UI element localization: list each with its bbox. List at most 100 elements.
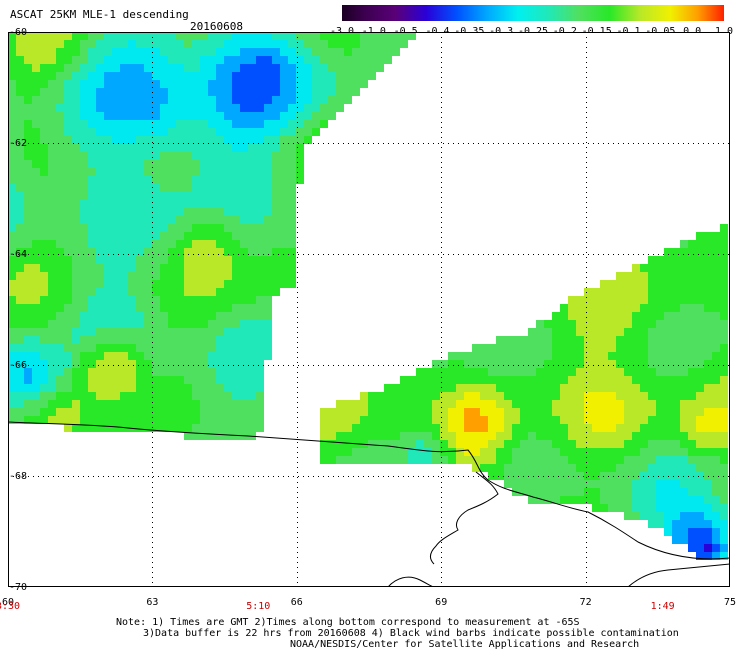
data-cell — [600, 320, 608, 328]
data-cell — [496, 344, 504, 352]
data-cell — [184, 128, 192, 136]
data-cell — [168, 56, 176, 64]
data-cell — [96, 168, 104, 176]
data-cell — [48, 232, 56, 240]
data-cell — [336, 32, 344, 40]
data-cell — [184, 88, 192, 96]
data-cell — [96, 96, 104, 104]
data-cell — [40, 32, 48, 40]
data-cell — [504, 448, 512, 456]
data-cell — [648, 472, 656, 480]
data-cell — [336, 416, 344, 424]
data-cell — [680, 304, 688, 312]
data-cell — [288, 144, 296, 152]
data-cell — [576, 448, 584, 456]
data-cell — [216, 128, 224, 136]
data-cell — [176, 184, 184, 192]
data-cell — [16, 328, 24, 336]
data-cell — [280, 56, 288, 64]
data-cell — [168, 224, 176, 232]
data-cell — [352, 40, 360, 48]
data-cell — [184, 320, 192, 328]
data-cell — [208, 240, 216, 248]
data-cell — [432, 360, 440, 368]
data-cell — [144, 152, 152, 160]
data-cell — [696, 304, 704, 312]
data-cell — [576, 464, 584, 472]
data-cell — [648, 496, 656, 504]
data-cell — [120, 40, 128, 48]
data-cell — [184, 48, 192, 56]
data-cell — [256, 176, 264, 184]
data-cell — [232, 168, 240, 176]
data-cell — [136, 128, 144, 136]
data-cell — [136, 152, 144, 160]
data-cell — [672, 496, 680, 504]
data-cell — [160, 424, 168, 432]
data-cell — [232, 216, 240, 224]
data-cell — [360, 56, 368, 64]
data-cell — [528, 432, 536, 440]
data-cell — [328, 440, 336, 448]
data-cell — [712, 472, 720, 480]
data-cell — [552, 384, 560, 392]
data-cell — [24, 320, 32, 328]
data-cell — [104, 64, 112, 72]
data-cell — [104, 376, 112, 384]
data-cell — [656, 368, 664, 376]
data-cell — [568, 392, 576, 400]
data-cell — [88, 32, 96, 40]
data-cell — [160, 152, 168, 160]
data-cell — [128, 240, 136, 248]
data-cell — [160, 248, 168, 256]
data-cell — [16, 136, 24, 144]
data-cell — [616, 280, 624, 288]
data-cell — [720, 264, 728, 272]
data-cell — [432, 416, 440, 424]
data-cell — [288, 192, 296, 200]
data-cell — [544, 456, 552, 464]
data-cell — [648, 520, 656, 528]
data-cell — [680, 384, 688, 392]
data-cell — [256, 200, 264, 208]
data-cell — [552, 352, 560, 360]
data-cell — [592, 472, 600, 480]
data-cell — [624, 432, 632, 440]
data-cell — [224, 384, 232, 392]
data-cell — [144, 352, 152, 360]
data-cell — [248, 160, 256, 168]
data-cell — [16, 144, 24, 152]
data-cell — [272, 192, 280, 200]
data-cell — [640, 424, 648, 432]
data-cell — [280, 272, 288, 280]
data-cell — [568, 320, 576, 328]
data-cell — [80, 392, 88, 400]
data-cell — [96, 88, 104, 96]
data-cell — [8, 320, 16, 328]
data-cell — [696, 456, 704, 464]
data-cell — [584, 304, 592, 312]
data-cell — [224, 184, 232, 192]
data-cell — [552, 456, 560, 464]
data-cell — [248, 120, 256, 128]
data-cell — [376, 456, 384, 464]
data-cell — [176, 144, 184, 152]
data-cell — [680, 376, 688, 384]
data-cell — [200, 56, 208, 64]
data-cell — [280, 240, 288, 248]
data-cell — [72, 72, 80, 80]
data-cell — [224, 320, 232, 328]
data-cell — [496, 336, 504, 344]
data-cell — [640, 512, 648, 520]
data-cell — [104, 344, 112, 352]
data-cell — [232, 240, 240, 248]
data-cell — [240, 328, 248, 336]
data-cell — [128, 392, 136, 400]
data-cell — [584, 440, 592, 448]
data-cell — [208, 64, 216, 72]
data-cell — [288, 32, 296, 40]
data-cell — [720, 496, 728, 504]
data-cell — [632, 480, 640, 488]
data-cell — [96, 152, 104, 160]
data-cell — [144, 72, 152, 80]
